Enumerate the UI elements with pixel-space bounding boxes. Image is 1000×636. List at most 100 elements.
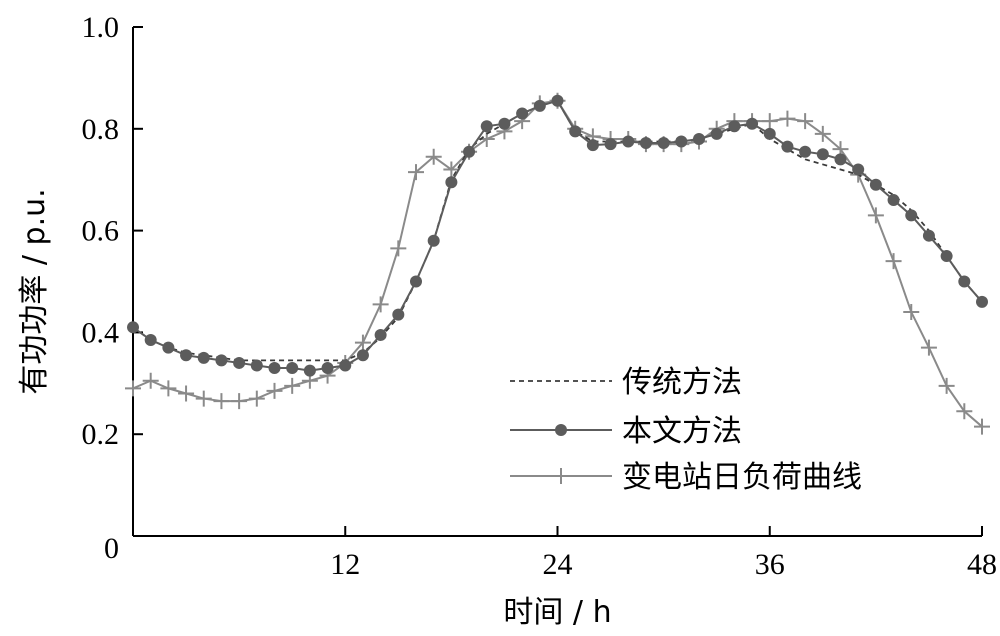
data-point xyxy=(284,377,301,394)
data-point xyxy=(604,138,617,151)
data-point xyxy=(675,135,688,148)
data-point xyxy=(516,107,529,120)
series-solid-plus xyxy=(125,92,990,435)
data-point xyxy=(392,308,405,321)
data-point xyxy=(231,393,248,410)
legend-label: 变电站日负荷曲线 xyxy=(622,460,862,495)
legend-marker xyxy=(555,424,567,436)
data-point xyxy=(728,120,741,133)
data-point xyxy=(180,349,193,362)
data-point xyxy=(213,393,230,410)
legend-label: 本文方法 xyxy=(622,414,742,449)
x-axis-label: 时间 / h xyxy=(503,595,611,630)
data-point xyxy=(976,295,988,308)
data-point xyxy=(408,164,424,181)
series-line xyxy=(132,99,983,428)
legend-item: 传统方法 xyxy=(510,365,742,400)
data-point xyxy=(551,94,564,107)
axes: 0.2 0.4 0.6 0.8 1.0 12 24 36 48 0 xyxy=(82,11,998,581)
data-point xyxy=(569,125,582,138)
origin-label: 0 xyxy=(104,532,119,565)
data-point xyxy=(920,339,937,356)
data-point xyxy=(639,137,652,150)
data-point xyxy=(498,117,511,130)
data-point xyxy=(922,229,935,242)
data-point xyxy=(197,351,210,364)
data-point xyxy=(215,354,228,367)
data-point xyxy=(586,139,599,152)
y-tick-label: 0.6 xyxy=(82,215,120,248)
y-tick-label: 0.8 xyxy=(82,113,120,146)
data-point xyxy=(127,321,139,334)
data-point xyxy=(354,334,371,351)
data-point xyxy=(427,234,440,247)
data-point xyxy=(905,209,918,222)
data-point xyxy=(195,390,212,407)
data-point xyxy=(852,163,865,176)
data-point xyxy=(425,148,442,165)
legend-label: 传统方法 xyxy=(622,365,742,400)
x-tick-label: 36 xyxy=(755,548,785,581)
data-point xyxy=(233,356,246,369)
series-line xyxy=(132,99,983,372)
data-point xyxy=(144,334,157,347)
data-point xyxy=(885,253,902,270)
data-point xyxy=(160,380,177,397)
series-layer xyxy=(125,92,990,435)
data-point xyxy=(410,275,422,288)
data-point xyxy=(867,207,884,224)
x-tick-label: 12 xyxy=(330,548,360,581)
data-point xyxy=(887,194,900,207)
data-point xyxy=(622,135,635,148)
data-point xyxy=(763,127,776,140)
series-solid-dot xyxy=(127,94,988,377)
data-point xyxy=(834,153,847,166)
data-point xyxy=(746,117,759,130)
data-point xyxy=(356,349,369,362)
data-point xyxy=(533,99,546,112)
data-point xyxy=(339,359,352,372)
data-point xyxy=(761,113,778,130)
data-point xyxy=(268,362,281,375)
y-axis-label: 有功功率 / p.u. xyxy=(17,188,52,394)
data-point xyxy=(178,385,195,402)
data-point xyxy=(816,148,829,161)
data-point xyxy=(125,380,141,397)
series-line xyxy=(132,99,983,362)
data-point xyxy=(445,176,458,189)
data-point xyxy=(250,359,263,372)
y-tick-label: 1.0 xyxy=(82,11,120,44)
data-point xyxy=(266,382,283,399)
data-point xyxy=(956,403,973,420)
data-point xyxy=(142,372,159,389)
legend-item: 变电站日负荷曲线 xyxy=(510,460,862,495)
data-point xyxy=(321,362,334,375)
data-point xyxy=(480,120,493,133)
y-tick-label: 0.2 xyxy=(82,418,120,451)
data-point xyxy=(710,127,723,140)
x-tick-label: 48 xyxy=(967,548,997,581)
data-point xyxy=(958,275,971,288)
data-point xyxy=(869,178,882,191)
data-point xyxy=(781,140,794,153)
legend-marker xyxy=(553,468,569,484)
data-point xyxy=(779,110,796,127)
data-point xyxy=(463,145,476,158)
data-point xyxy=(374,328,387,341)
data-point xyxy=(974,418,990,435)
data-point xyxy=(657,137,670,150)
data-point xyxy=(162,341,175,354)
data-point xyxy=(390,240,407,257)
data-point xyxy=(286,362,299,375)
data-point xyxy=(940,250,953,263)
x-tick-label: 24 xyxy=(543,548,573,581)
y-tick-label: 0.4 xyxy=(82,316,120,349)
data-point xyxy=(693,132,705,145)
data-point xyxy=(797,113,814,130)
data-point xyxy=(303,364,316,377)
data-point xyxy=(443,161,460,178)
data-point xyxy=(938,377,955,394)
data-point xyxy=(903,304,920,321)
